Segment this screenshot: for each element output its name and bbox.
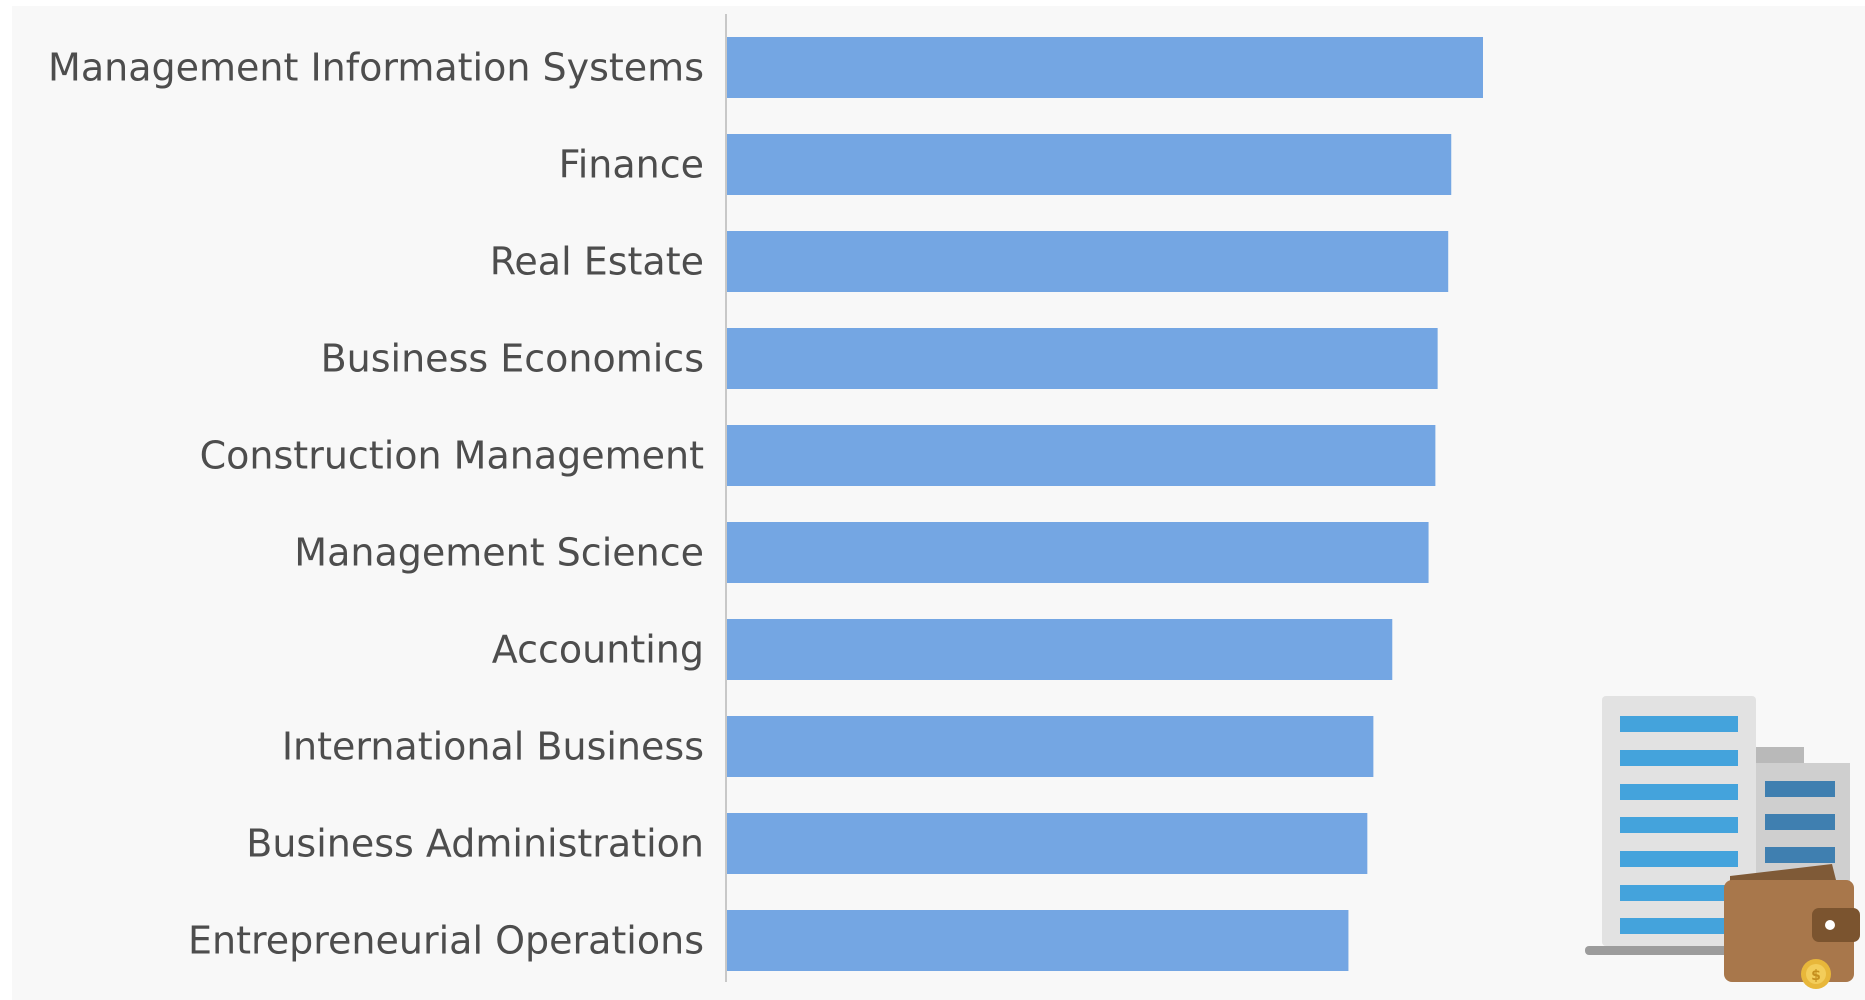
category-label: Management Information Systems [48,46,704,90]
bar [727,134,1452,195]
bar [727,910,1349,971]
coin-icon: $ [1801,959,1831,989]
category-label: Real Estate [490,240,704,284]
category-label: Management Science [294,531,704,575]
bar [727,425,1436,486]
bar [727,619,1393,680]
category-label: Entrepreneurial Operations [188,919,704,963]
bar [727,813,1368,874]
category-label: Accounting [492,628,704,672]
category-label: Construction Management [200,434,704,478]
office-building-icon [1585,696,1850,955]
category-label: Business Administration [246,822,704,866]
category-label: International Business [282,725,704,769]
bar-chart: Management Information Systems Finance Rea… [48,14,1483,982]
bar [727,522,1429,583]
chart-panel: Management Information Systems Finance Rea… [12,6,1865,1000]
bar [727,716,1374,777]
bar [727,37,1483,98]
category-label: Finance [559,143,704,187]
bar [727,328,1438,389]
bar [727,231,1449,292]
category-label: Business Economics [321,337,704,381]
wallet-icon [1724,864,1860,982]
building-wallet-illustration: $ [1585,696,1860,989]
svg-text:$: $ [1811,968,1821,984]
